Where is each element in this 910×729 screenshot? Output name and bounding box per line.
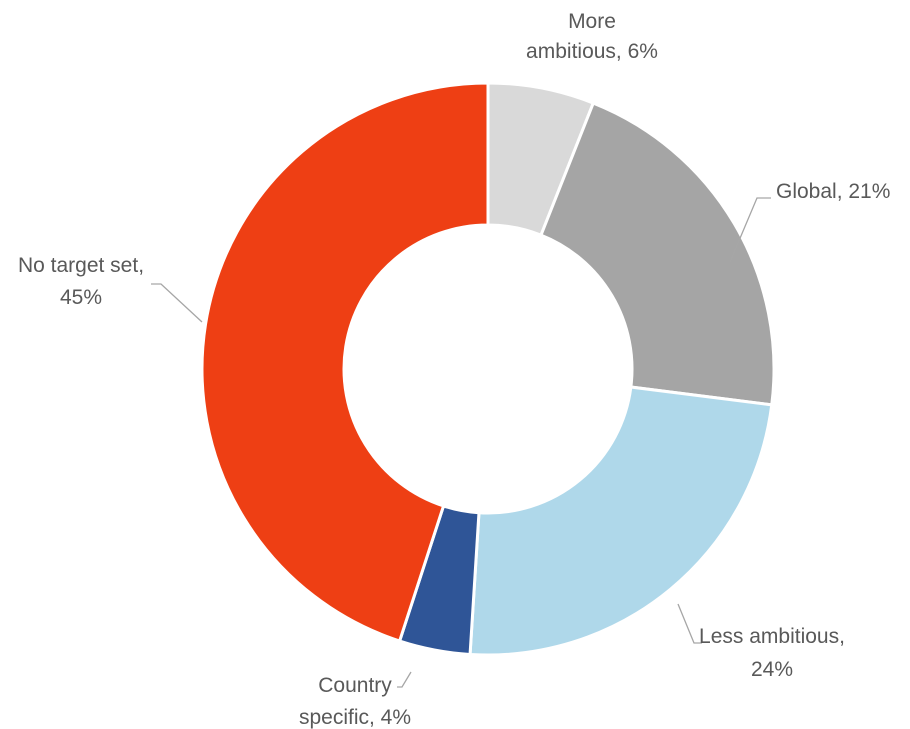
data-label-line: No target set, bbox=[18, 254, 144, 277]
data-label-more-ambitious: More ambitious, 6% bbox=[526, 10, 658, 63]
leader-line-country-specific bbox=[397, 671, 412, 688]
data-label-global: Global, 21% bbox=[776, 180, 890, 203]
slice-less-ambitious bbox=[468, 385, 774, 657]
data-label-line: Global, 21% bbox=[776, 180, 890, 203]
slices-group bbox=[200, 81, 776, 657]
data-label-line: Country bbox=[318, 674, 392, 697]
slice-no-target-set bbox=[200, 81, 490, 643]
data-label-line: 24% bbox=[751, 658, 793, 681]
data-label-line: Less ambitious, bbox=[699, 625, 845, 648]
data-label-line: More bbox=[568, 10, 616, 33]
data-label-country-specific: Country specific, 4% bbox=[299, 674, 411, 729]
data-label-no-target-set: No target set, 45% bbox=[18, 254, 144, 309]
data-label-less-ambitious: Less ambitious, 24% bbox=[699, 625, 845, 681]
slice-global bbox=[539, 101, 776, 407]
data-label-line: ambitious, 6% bbox=[526, 40, 658, 63]
leader-line-global bbox=[729, 197, 771, 263]
leader-lines-group bbox=[151, 197, 771, 688]
leader-line-no-target-set bbox=[151, 283, 203, 323]
data-labels-group: More ambitious, 6% Global, 21% Less ambitio… bbox=[18, 10, 890, 729]
leader-line-less-ambitious bbox=[677, 603, 702, 644]
data-label-line: 45% bbox=[60, 286, 102, 309]
data-label-line: specific, 4% bbox=[299, 706, 411, 729]
